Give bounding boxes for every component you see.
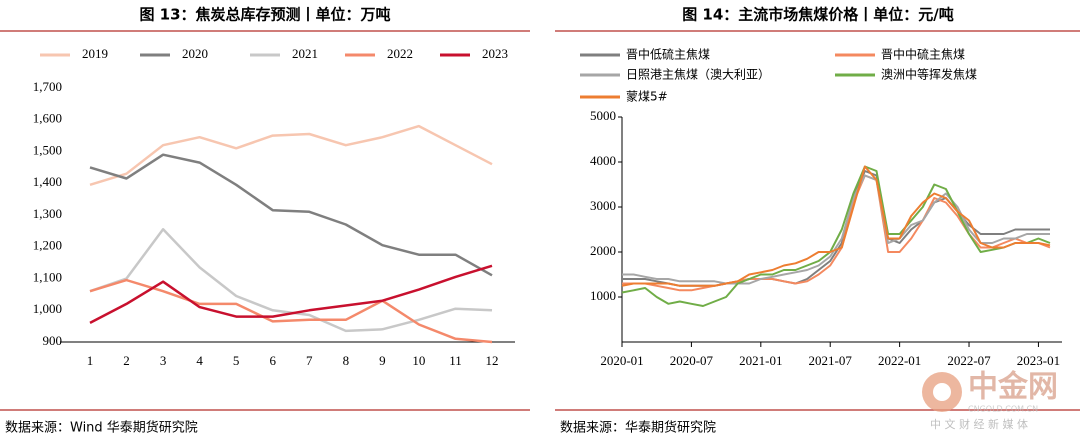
x-tick-label: 2020-01 <box>600 353 643 368</box>
y-tick-label: 3000 <box>590 198 616 213</box>
domain: CNGOLD.COM.CN <box>968 405 1038 414</box>
x-tick-label: 2022-07 <box>947 353 991 368</box>
y-tick-label: 1,100 <box>33 269 62 284</box>
y-tick-label: 1,200 <box>33 238 62 253</box>
x-tick-label: 9 <box>379 353 386 368</box>
legend-label: 2019 <box>82 46 108 61</box>
slogan: 中 文 财 经 新 媒 体 <box>930 417 1028 431</box>
x-tick-label: 5 <box>233 353 240 368</box>
x-tick-label: 2022-01 <box>878 353 921 368</box>
y-tick-label: 5000 <box>590 108 616 123</box>
y-tick-label: 1,400 <box>33 174 62 189</box>
series-line <box>621 165 1051 307</box>
brand: 中金网 <box>968 370 1058 405</box>
x-tick-label: 6 <box>269 353 276 368</box>
x-tick-label: 10 <box>412 353 425 368</box>
x-tick-label: 8 <box>343 353 350 368</box>
x-tick-label: 7 <box>306 353 313 368</box>
x-tick-label: 1 <box>87 353 94 368</box>
series-line <box>622 174 1051 292</box>
x-tick-label: 2023-01 <box>1017 353 1060 368</box>
y-tick-label: 1000 <box>590 288 616 303</box>
x-tick-label: 2020-07 <box>670 353 714 368</box>
x-tick-label: 11 <box>449 353 462 368</box>
y-tick-label: 4000 <box>590 153 616 168</box>
series-line <box>89 228 493 333</box>
series-line <box>89 278 493 344</box>
legend-label: 澳洲中等挥发焦煤 <box>881 67 977 82</box>
chart-title: 图 13：焦炭总库存预测丨单位：万吨 <box>139 6 390 24</box>
x-tick-label: 2 <box>123 353 130 368</box>
source: 数据来源：华泰期货研究院 <box>560 420 716 436</box>
source: 数据来源：Wind 华泰期货研究院 <box>5 420 198 436</box>
logo <box>933 383 951 401</box>
series-line <box>89 124 493 186</box>
legend-label: 晋中低硫主焦煤 <box>626 47 710 62</box>
x-tick-label: 4 <box>196 353 203 368</box>
legend-label: 蒙煤5# <box>626 90 668 104</box>
series-line <box>622 174 1050 285</box>
legend-label: 2022 <box>387 46 413 61</box>
legend-label: 2021 <box>292 46 318 61</box>
series-line <box>622 170 1050 287</box>
y-tick-label: 2000 <box>590 243 616 258</box>
x-tick-label: 2021-01 <box>739 353 782 368</box>
legend-label: 日照港主焦煤（澳大利亚） <box>626 68 770 82</box>
legend-label: 2020 <box>182 46 208 61</box>
watermark: 中金网 CNGOLD.COM.CN 中 文 财 经 新 媒 体 <box>922 370 1058 431</box>
legend-label: 2023 <box>482 46 508 61</box>
x-tick-label: 2021-07 <box>809 353 853 368</box>
y-tick-label: 1,300 <box>33 206 62 221</box>
y-tick-label: 1,700 <box>33 79 62 94</box>
series-line <box>621 165 1051 287</box>
legend-label: 晋中中硫主焦煤 <box>881 47 965 62</box>
x-tick-label: 12 <box>486 353 499 368</box>
series-line <box>89 264 493 325</box>
x-tick-label: 3 <box>160 353 167 368</box>
y-tick-label: 900 <box>43 333 63 348</box>
y-tick-label: 1,600 <box>33 111 62 126</box>
y-tick-label: 1,000 <box>33 301 62 316</box>
chart-title: 图 14：主流市场焦煤价格丨单位：元/吨 <box>682 6 954 24</box>
y-tick-label: 1,500 <box>33 142 62 157</box>
series-line <box>89 153 493 277</box>
